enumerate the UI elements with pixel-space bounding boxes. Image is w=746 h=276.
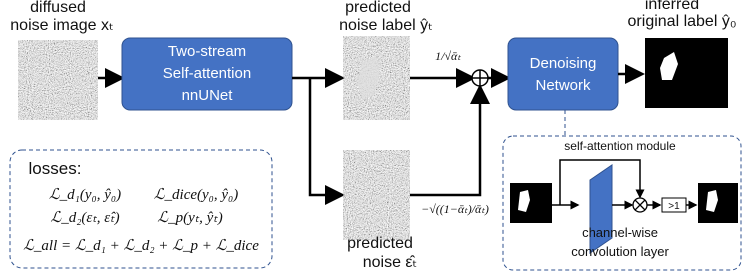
label: diffused — [30, 0, 86, 16]
module-output — [698, 183, 738, 223]
label: Network — [535, 77, 591, 94]
label: noise image xₜ — [10, 17, 113, 34]
coefficient: −√((1−ᾱₜ)/ᾱₜ) — [421, 202, 489, 216]
label: >1 — [668, 201, 680, 212]
arrow — [410, 89, 480, 195]
loss-total: ℒ_all = ℒ_d₁ + ℒ_d₂ + ℒ_p + ℒ_dice — [23, 238, 259, 254]
label: losses: — [29, 159, 82, 178]
label: convolution layer — [571, 244, 669, 259]
arrow — [310, 78, 340, 195]
loss-term: ℒ_d₁(y₀, ŷ₀) — [49, 187, 121, 203]
label: Two-stream — [168, 43, 246, 60]
label: noise label ŷₜ — [339, 17, 433, 34]
label: noise ε̂ₜ — [363, 254, 418, 271]
output-image — [645, 38, 728, 108]
loss-term: ℒ_d₂(εₜ, ε̂ₜ) — [50, 210, 119, 226]
noise-image — [343, 150, 410, 240]
label: predicted — [347, 235, 413, 252]
diagram: diffused noise image xₜ Two-stream Self-… — [0, 0, 746, 276]
label: self-attention module — [564, 139, 676, 153]
label: channel-wise — [582, 225, 658, 240]
noise-image — [18, 40, 98, 120]
loss-term: ℒ_dice(y₀, ŷ₀) — [154, 187, 239, 203]
label: Denoising — [530, 55, 597, 72]
label: nnUNet — [182, 87, 234, 104]
page: diffused noise image xₜ Two-stream Self-… — [0, 0, 746, 276]
label: predicted — [345, 0, 411, 16]
label: inferred — [645, 0, 699, 13]
module-input — [510, 183, 552, 223]
label: Self-attention — [163, 65, 251, 82]
coefficient: 1/√ᾱₜ — [435, 49, 461, 63]
denoiser-box — [508, 38, 618, 110]
loss-term: ℒ_p(yₜ, ŷₜ) — [157, 210, 222, 226]
label: original label ŷ₀ — [628, 13, 737, 30]
